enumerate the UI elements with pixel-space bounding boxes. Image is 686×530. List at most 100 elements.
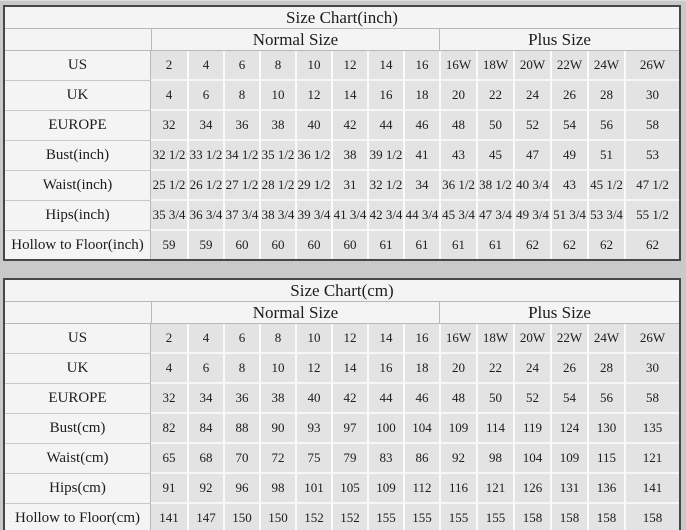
size-value-cell: 55 1/2	[624, 201, 679, 231]
size-value-cell: 48	[439, 111, 476, 141]
size-value-cell: 12	[331, 324, 367, 354]
size-value-cell: 62	[587, 231, 624, 259]
size-value-cell: 61	[439, 231, 476, 259]
size-value-cell: 116	[439, 474, 476, 504]
table-row: EUROPE 32 34 36 38 40 42 44 46 48 50 52 54 56 58	[5, 384, 679, 414]
row-label: Hollow to Floor(cm)	[5, 504, 151, 530]
size-value-cell: 49	[550, 141, 587, 171]
table-row: US 2 4 6 8 10 12 14 16 16W 18W 20W 22W 24W 26W	[5, 51, 679, 81]
size-value-cell: 96	[223, 474, 259, 504]
size-value-cell: 46	[403, 111, 439, 141]
size-value-cell: 38	[259, 384, 295, 414]
table-title: Size Chart(inch)	[5, 7, 679, 29]
size-value-cell: 60	[259, 231, 295, 259]
size-value-cell: 26W	[624, 51, 679, 81]
size-value-cell: 26W	[624, 324, 679, 354]
size-value-cell: 47 1/2	[624, 171, 679, 201]
size-value-cell: 101	[295, 474, 331, 504]
size-value-cell: 26	[550, 81, 587, 111]
row-label: EUROPE	[5, 384, 151, 414]
size-value-cell: 50	[476, 111, 513, 141]
size-value-cell: 47	[513, 141, 550, 171]
column-group-row: Normal Size Plus Size	[5, 29, 679, 51]
size-value-cell: 2	[151, 324, 187, 354]
size-value-cell: 50	[476, 384, 513, 414]
size-value-cell: 28 1/2	[259, 171, 295, 201]
size-value-cell: 79	[331, 444, 367, 474]
size-value-cell: 22	[476, 81, 513, 111]
row-label: US	[5, 51, 151, 81]
size-value-cell: 14	[331, 354, 367, 384]
size-value-cell: 40	[295, 111, 331, 141]
size-value-cell: 155	[367, 504, 403, 530]
size-value-cell: 61	[367, 231, 403, 259]
size-value-cell: 24	[513, 354, 550, 384]
size-value-cell: 109	[550, 444, 587, 474]
size-value-cell: 109	[367, 474, 403, 504]
size-value-cell: 32	[151, 111, 187, 141]
row-label: Hollow to Floor(inch)	[5, 231, 151, 259]
size-value-cell: 54	[550, 111, 587, 141]
size-value-cell: 52	[513, 111, 550, 141]
size-value-cell: 38	[259, 111, 295, 141]
size-value-cell: 22W	[550, 51, 587, 81]
size-value-cell: 45 3/4	[439, 201, 476, 231]
size-value-cell: 43	[439, 141, 476, 171]
size-value-cell: 4	[151, 354, 187, 384]
size-value-cell: 41	[403, 141, 439, 171]
size-value-cell: 124	[550, 414, 587, 444]
size-value-cell: 46	[403, 384, 439, 414]
size-value-cell: 109	[439, 414, 476, 444]
table-row: Hollow to Floor(inch) 59 59 60 60 60 60 61 61 61 6…	[5, 231, 679, 259]
label-column-spacer	[5, 302, 151, 324]
size-value-cell: 51	[587, 141, 624, 171]
size-value-cell: 150	[259, 504, 295, 530]
size-value-cell: 136	[587, 474, 624, 504]
size-value-cell: 150	[223, 504, 259, 530]
size-value-cell: 36	[223, 111, 259, 141]
size-value-cell: 12	[295, 81, 331, 111]
row-label: Waist(inch)	[5, 171, 151, 201]
column-group-plus-size: Plus Size	[439, 302, 679, 324]
size-value-cell: 141	[151, 504, 187, 530]
size-value-cell: 126	[513, 474, 550, 504]
size-value-cell: 16W	[439, 324, 476, 354]
size-value-cell: 62	[513, 231, 550, 259]
size-value-cell: 42 3/4	[367, 201, 403, 231]
size-value-cell: 18	[403, 81, 439, 111]
size-value-cell: 98	[476, 444, 513, 474]
table-row: Waist(cm) 65 68 70 72 75 79 83 86 92 98 104 109 115 12…	[5, 444, 679, 474]
size-value-cell: 14	[367, 51, 403, 81]
size-value-cell: 60	[223, 231, 259, 259]
size-value-cell: 100	[367, 414, 403, 444]
size-value-cell: 68	[187, 444, 223, 474]
row-label: UK	[5, 81, 151, 111]
size-value-cell: 27 1/2	[223, 171, 259, 201]
size-value-cell: 20W	[513, 324, 550, 354]
label-column-spacer	[5, 29, 151, 51]
size-value-cell: 10	[295, 51, 331, 81]
size-value-cell: 45 1/2	[587, 171, 624, 201]
size-value-cell: 33 1/2	[187, 141, 223, 171]
size-value-cell: 22	[476, 354, 513, 384]
row-label: Hips(cm)	[5, 474, 151, 504]
size-value-cell: 18W	[476, 324, 513, 354]
size-value-cell: 60	[331, 231, 367, 259]
size-value-cell: 30	[624, 81, 679, 111]
size-value-cell: 147	[187, 504, 223, 530]
size-value-cell: 36	[223, 384, 259, 414]
row-label: Bust(cm)	[5, 414, 151, 444]
size-value-cell: 2	[151, 51, 187, 81]
size-value-cell: 8	[259, 324, 295, 354]
size-value-cell: 54	[550, 384, 587, 414]
column-group-normal-size: Normal Size	[151, 29, 439, 51]
size-value-cell: 26	[550, 354, 587, 384]
size-value-cell: 82	[151, 414, 187, 444]
size-value-cell: 119	[513, 414, 550, 444]
size-value-cell: 26 1/2	[187, 171, 223, 201]
size-value-cell: 98	[259, 474, 295, 504]
size-value-cell: 34	[187, 384, 223, 414]
size-value-cell: 38 1/2	[476, 171, 513, 201]
size-value-cell: 10	[295, 324, 331, 354]
size-value-cell: 56	[587, 111, 624, 141]
